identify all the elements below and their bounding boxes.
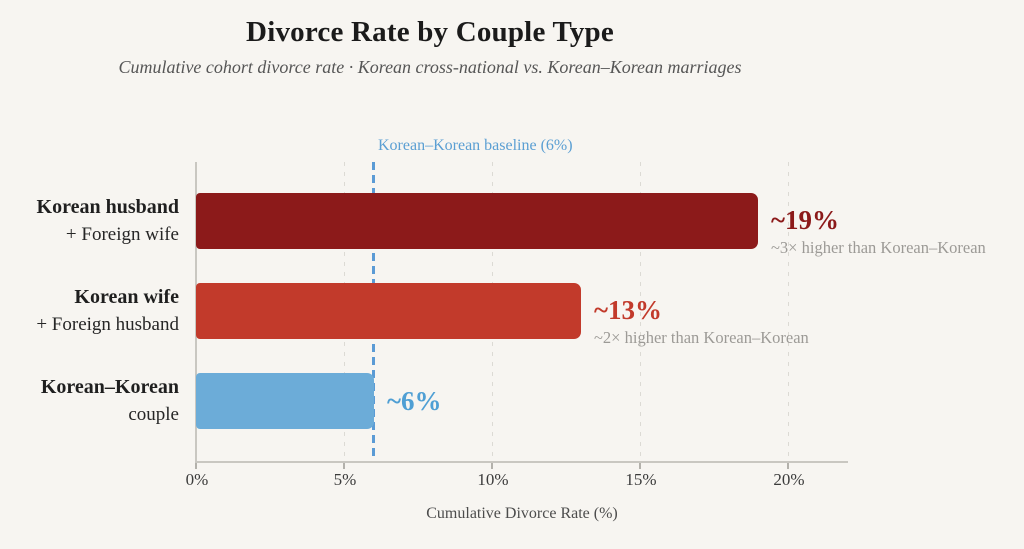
- value-annotation: ~3× higher than Korean–Korean: [771, 237, 986, 257]
- x-tick-label-15: 15%: [625, 470, 657, 489]
- value-group: ~13% ~2× higher than Korean–Korean: [594, 296, 809, 347]
- chart-title: Divorce Rate by Couple Type: [246, 16, 614, 48]
- bar: [196, 283, 581, 339]
- x-tick-label-5: 5%: [333, 470, 357, 489]
- baseline-label: Korean–Korean baseline (6%): [378, 137, 573, 154]
- bar-row-korean-wife: ~13% ~2× higher than Korean–Korean: [196, 283, 809, 347]
- bar-row-korean-korean: ~6%: [196, 373, 442, 429]
- category-label-line2: + Foreign husband: [36, 314, 179, 335]
- gridline-20pct: [788, 162, 789, 462]
- bar: [196, 193, 758, 249]
- bar-row-korean-husband: ~19% ~3× higher than Korean–Korean: [196, 193, 986, 257]
- x-tick-label-0: 0%: [185, 470, 209, 489]
- category-label-line1: Korean husband: [36, 196, 179, 218]
- bar: [196, 373, 374, 429]
- x-axis-line: [195, 461, 848, 463]
- value-group: ~19% ~3× higher than Korean–Korean: [771, 206, 986, 257]
- gridline-15pct: [640, 162, 641, 462]
- chart-header: Divorce Rate by Couple Type Cumulative c…: [0, 16, 860, 78]
- category-label-line2: + Foreign wife: [65, 224, 179, 245]
- x-axis-title: Cumulative Divorce Rate (%): [426, 505, 618, 522]
- category-label-korean-korean: Korean–Korean couple: [0, 373, 179, 429]
- value-label: ~13%: [594, 295, 663, 326]
- category-label-line2: couple: [128, 404, 179, 425]
- category-label-korean-wife: Korean wife + Foreign husband: [0, 283, 179, 339]
- x-tick-15: [639, 463, 641, 469]
- x-tick-20: [787, 463, 789, 469]
- category-label-line1: Korean wife: [74, 286, 179, 308]
- value-label: ~19%: [771, 205, 840, 236]
- chart-subtitle: Cumulative cohort divorce rate · Korean …: [118, 57, 742, 77]
- x-tick-0: [195, 463, 197, 469]
- category-label-line1: Korean–Korean: [40, 376, 179, 398]
- value-label: ~6%: [387, 385, 442, 416]
- x-tick-5: [343, 463, 345, 469]
- x-tick-10: [491, 463, 493, 469]
- category-label-korean-husband: Korean husband + Foreign wife: [0, 193, 179, 249]
- x-tick-label-20: 20%: [773, 470, 805, 489]
- value-group: ~6%: [387, 385, 442, 416]
- value-annotation: ~2× higher than Korean–Korean: [594, 327, 809, 347]
- x-tick-label-10: 10%: [477, 470, 509, 489]
